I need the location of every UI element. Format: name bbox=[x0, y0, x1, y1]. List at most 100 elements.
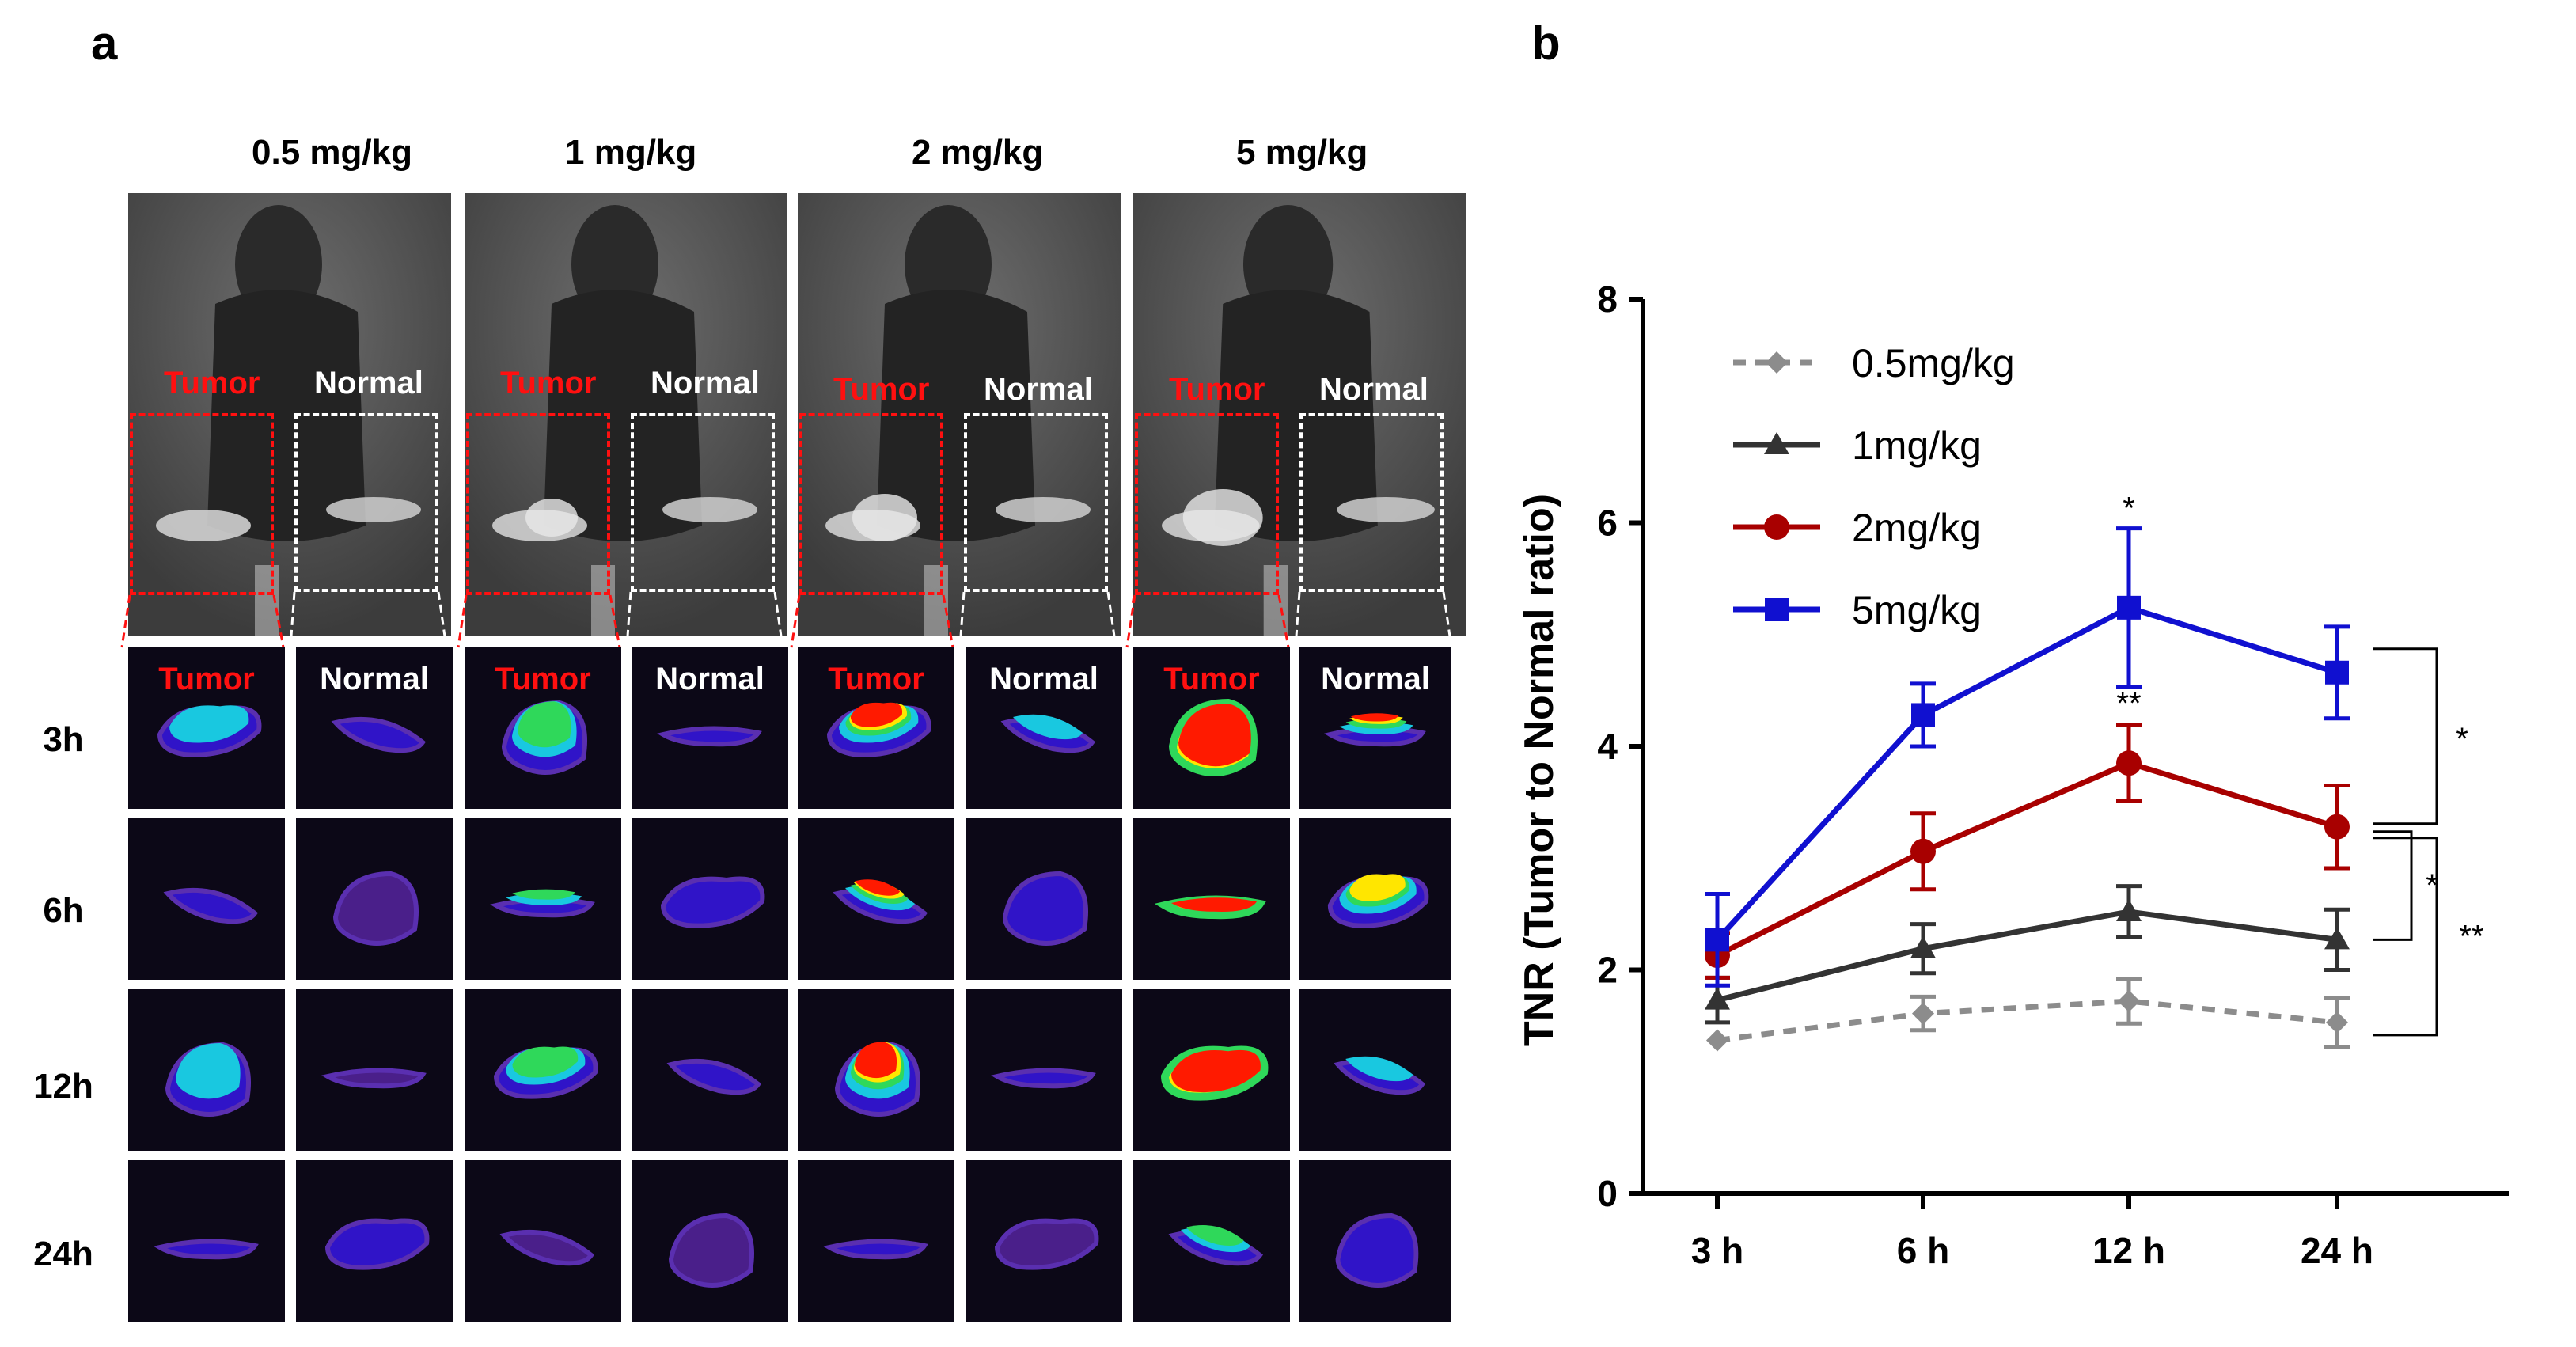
tile-normal-label: Normal bbox=[320, 662, 429, 696]
fluorescence-tile: Normal bbox=[632, 647, 788, 809]
fluorescence-tile bbox=[128, 989, 285, 1151]
fluorescence-tile bbox=[966, 1160, 1122, 1322]
time-label-3h: 3h bbox=[43, 720, 84, 759]
fluorescence-tile bbox=[128, 818, 285, 980]
photo-tumor-label: Tumor bbox=[500, 366, 597, 400]
data-point bbox=[1911, 703, 1935, 727]
fluorescence-tile bbox=[798, 1160, 954, 1322]
fluorescence-tile bbox=[465, 1160, 621, 1322]
fluorescence-tile: Tumor bbox=[798, 647, 954, 809]
fluorescence-tile bbox=[296, 818, 453, 980]
fluorescence-tile: Normal bbox=[296, 647, 453, 809]
tile-tumor-label: Tumor bbox=[158, 662, 255, 696]
y-axis-label: TNR (Tumor to Normal ratio) bbox=[1516, 494, 1562, 1046]
fluorescence-tile bbox=[296, 989, 453, 1151]
legend-label: 0.5mg/kg bbox=[1852, 341, 2015, 385]
normal-roi-box bbox=[1299, 413, 1444, 592]
y-tick-label: 4 bbox=[1597, 726, 1618, 767]
fluorescence-tile bbox=[1299, 818, 1451, 980]
fluorescence-tile: Tumor bbox=[1133, 647, 1290, 809]
tile-tumor-label: Tumor bbox=[495, 662, 591, 696]
fluorescence-tile bbox=[1133, 989, 1290, 1151]
photo-tumor-label: Tumor bbox=[833, 372, 930, 407]
x-tick-label: 24 h bbox=[2301, 1230, 2373, 1271]
fluorescence-tile: Tumor bbox=[128, 647, 285, 809]
tnr-line-chart: 0 2 4 6 8 3 h 6 h 12 h 24 h TNR (Tumor to Normal … bbox=[1516, 279, 2509, 1271]
data-point bbox=[1910, 838, 1936, 864]
y-tick-label: 2 bbox=[1597, 950, 1618, 991]
data-point bbox=[2118, 990, 2140, 1013]
series-line-5mg/kg bbox=[1715, 605, 2339, 942]
legend-marker bbox=[1766, 351, 1788, 374]
fluorescence-tile bbox=[632, 1160, 788, 1322]
tumor-roi-box bbox=[130, 413, 274, 595]
tumor-roi-box bbox=[466, 413, 610, 595]
tumor-roi-box bbox=[1135, 413, 1279, 595]
photo-tumor-label: Tumor bbox=[164, 366, 260, 400]
series-line-0.5mg/kg bbox=[1717, 998, 2338, 1043]
legend-label: 5mg/kg bbox=[1852, 588, 1982, 632]
tile-normal-label: Normal bbox=[655, 662, 764, 696]
panel-b-letter: b bbox=[1531, 17, 1561, 70]
normal-roi-box bbox=[294, 413, 438, 592]
data-point bbox=[1705, 928, 1729, 952]
fluorescence-tile: Tumor bbox=[465, 647, 621, 809]
dose-label-5: 5 mg/kg bbox=[1236, 133, 1368, 172]
data-point bbox=[1705, 987, 1730, 1010]
fluorescence-tile bbox=[465, 989, 621, 1151]
roi-guide-lines bbox=[120, 591, 1453, 648]
panel-a-letter: a bbox=[91, 17, 118, 70]
fluorescence-tile bbox=[1133, 1160, 1290, 1322]
dose-label-1: 1 mg/kg bbox=[565, 133, 697, 172]
fluorescence-tile bbox=[1133, 818, 1290, 980]
fluorescence-tile bbox=[632, 989, 788, 1151]
photo-tumor-label: Tumor bbox=[1169, 372, 1265, 407]
y-tick-label: 0 bbox=[1597, 1173, 1618, 1214]
legend-marker bbox=[1765, 598, 1789, 621]
photo-normal-label: Normal bbox=[314, 366, 423, 400]
fluorescence-tile bbox=[798, 989, 954, 1151]
data-point bbox=[1910, 935, 1936, 958]
x-tick-label: 12 h bbox=[2092, 1230, 2165, 1271]
tile-tumor-label: Tumor bbox=[828, 662, 924, 696]
tile-tumor-label: Tumor bbox=[1163, 662, 1260, 696]
legend-marker bbox=[1764, 432, 1789, 454]
data-point bbox=[2325, 660, 2349, 685]
fluorescence-tile bbox=[1299, 989, 1451, 1151]
time-label-6h: 6h bbox=[43, 891, 84, 930]
fluorescence-tile bbox=[966, 989, 1122, 1151]
significance-star: * bbox=[2456, 722, 2468, 757]
series-line-2mg/kg bbox=[1716, 760, 2339, 958]
tile-normal-label: Normal bbox=[989, 662, 1098, 696]
series-line-1mg/kg bbox=[1717, 909, 2338, 1004]
normal-roi-box bbox=[631, 413, 775, 592]
fluorescence-tile bbox=[966, 818, 1122, 980]
significance-star: ** bbox=[2116, 686, 2141, 721]
normal-roi-box bbox=[964, 413, 1108, 592]
dose-label-2: 2 mg/kg bbox=[912, 133, 1044, 172]
tumor-roi-box bbox=[799, 413, 943, 595]
data-point bbox=[2116, 899, 2142, 922]
significance-bracket bbox=[2373, 830, 2413, 941]
data-point bbox=[2117, 595, 2141, 620]
fluorescence-tile bbox=[296, 1160, 453, 1322]
data-point bbox=[2324, 927, 2350, 950]
fluorescence-tile: Normal bbox=[1299, 647, 1451, 809]
photo-normal-label: Normal bbox=[1319, 372, 1428, 407]
legend-marker bbox=[1764, 514, 1789, 540]
dose-label-0.5: 0.5 mg/kg bbox=[252, 133, 412, 172]
data-point bbox=[2326, 1011, 2348, 1034]
x-tick-label: 6 h bbox=[1897, 1230, 1949, 1271]
data-point bbox=[1706, 1029, 1728, 1052]
y-tick-label: 8 bbox=[1597, 279, 1618, 320]
x-tick-label: 3 h bbox=[1691, 1230, 1743, 1271]
significance-star: ** bbox=[2459, 919, 2483, 954]
significance-bracket bbox=[2373, 837, 2438, 1037]
fluorescence-tile bbox=[465, 818, 621, 980]
legend-label: 1mg/kg bbox=[1852, 423, 1982, 468]
fluorescence-tile: Normal bbox=[966, 647, 1122, 809]
fluorescence-tile bbox=[632, 818, 788, 980]
tile-normal-label: Normal bbox=[1321, 662, 1430, 696]
fluorescence-tile bbox=[128, 1160, 285, 1322]
photo-normal-label: Normal bbox=[651, 366, 760, 400]
